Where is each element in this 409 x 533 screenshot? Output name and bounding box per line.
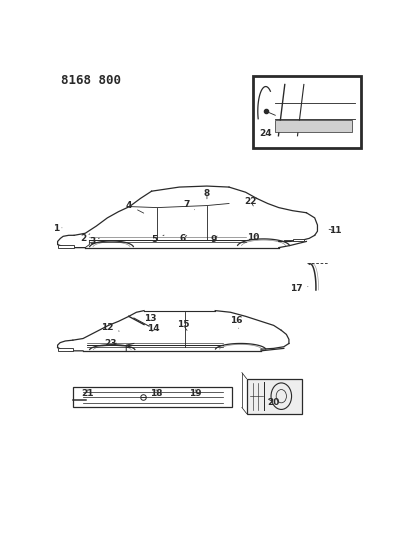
Text: 16: 16 [229, 317, 242, 328]
Bar [73, 387, 232, 407]
Text: 9: 9 [209, 235, 216, 244]
Text: 11: 11 [328, 227, 341, 236]
Text: 12: 12 [100, 323, 119, 332]
Bar [292, 239, 303, 241]
Text: 13: 13 [144, 314, 156, 326]
Text: 17: 17 [289, 285, 307, 293]
Bar [246, 379, 301, 414]
Text: 10: 10 [246, 232, 258, 241]
Text: 21: 21 [81, 390, 94, 399]
Text: 15: 15 [176, 320, 189, 330]
Text: 8168 800: 8168 800 [61, 74, 121, 87]
Text: 8: 8 [203, 189, 209, 199]
Text: 23: 23 [104, 340, 117, 349]
Bar [57, 349, 73, 351]
Bar [252, 76, 360, 148]
Text: 24: 24 [259, 129, 271, 138]
Text: 6: 6 [180, 234, 187, 243]
Text: 14: 14 [147, 324, 160, 333]
Text: 20: 20 [267, 398, 279, 407]
Text: 2: 2 [80, 234, 90, 243]
Text: 3: 3 [89, 237, 99, 246]
Text: 4: 4 [126, 201, 144, 213]
Text: 7: 7 [183, 200, 194, 209]
Text: 22: 22 [244, 197, 256, 206]
Bar [274, 120, 351, 132]
Text: 19: 19 [189, 390, 202, 399]
Text: 1: 1 [53, 224, 62, 232]
Bar [57, 245, 74, 248]
Text: 5: 5 [151, 235, 164, 244]
Text: 18: 18 [150, 390, 162, 399]
